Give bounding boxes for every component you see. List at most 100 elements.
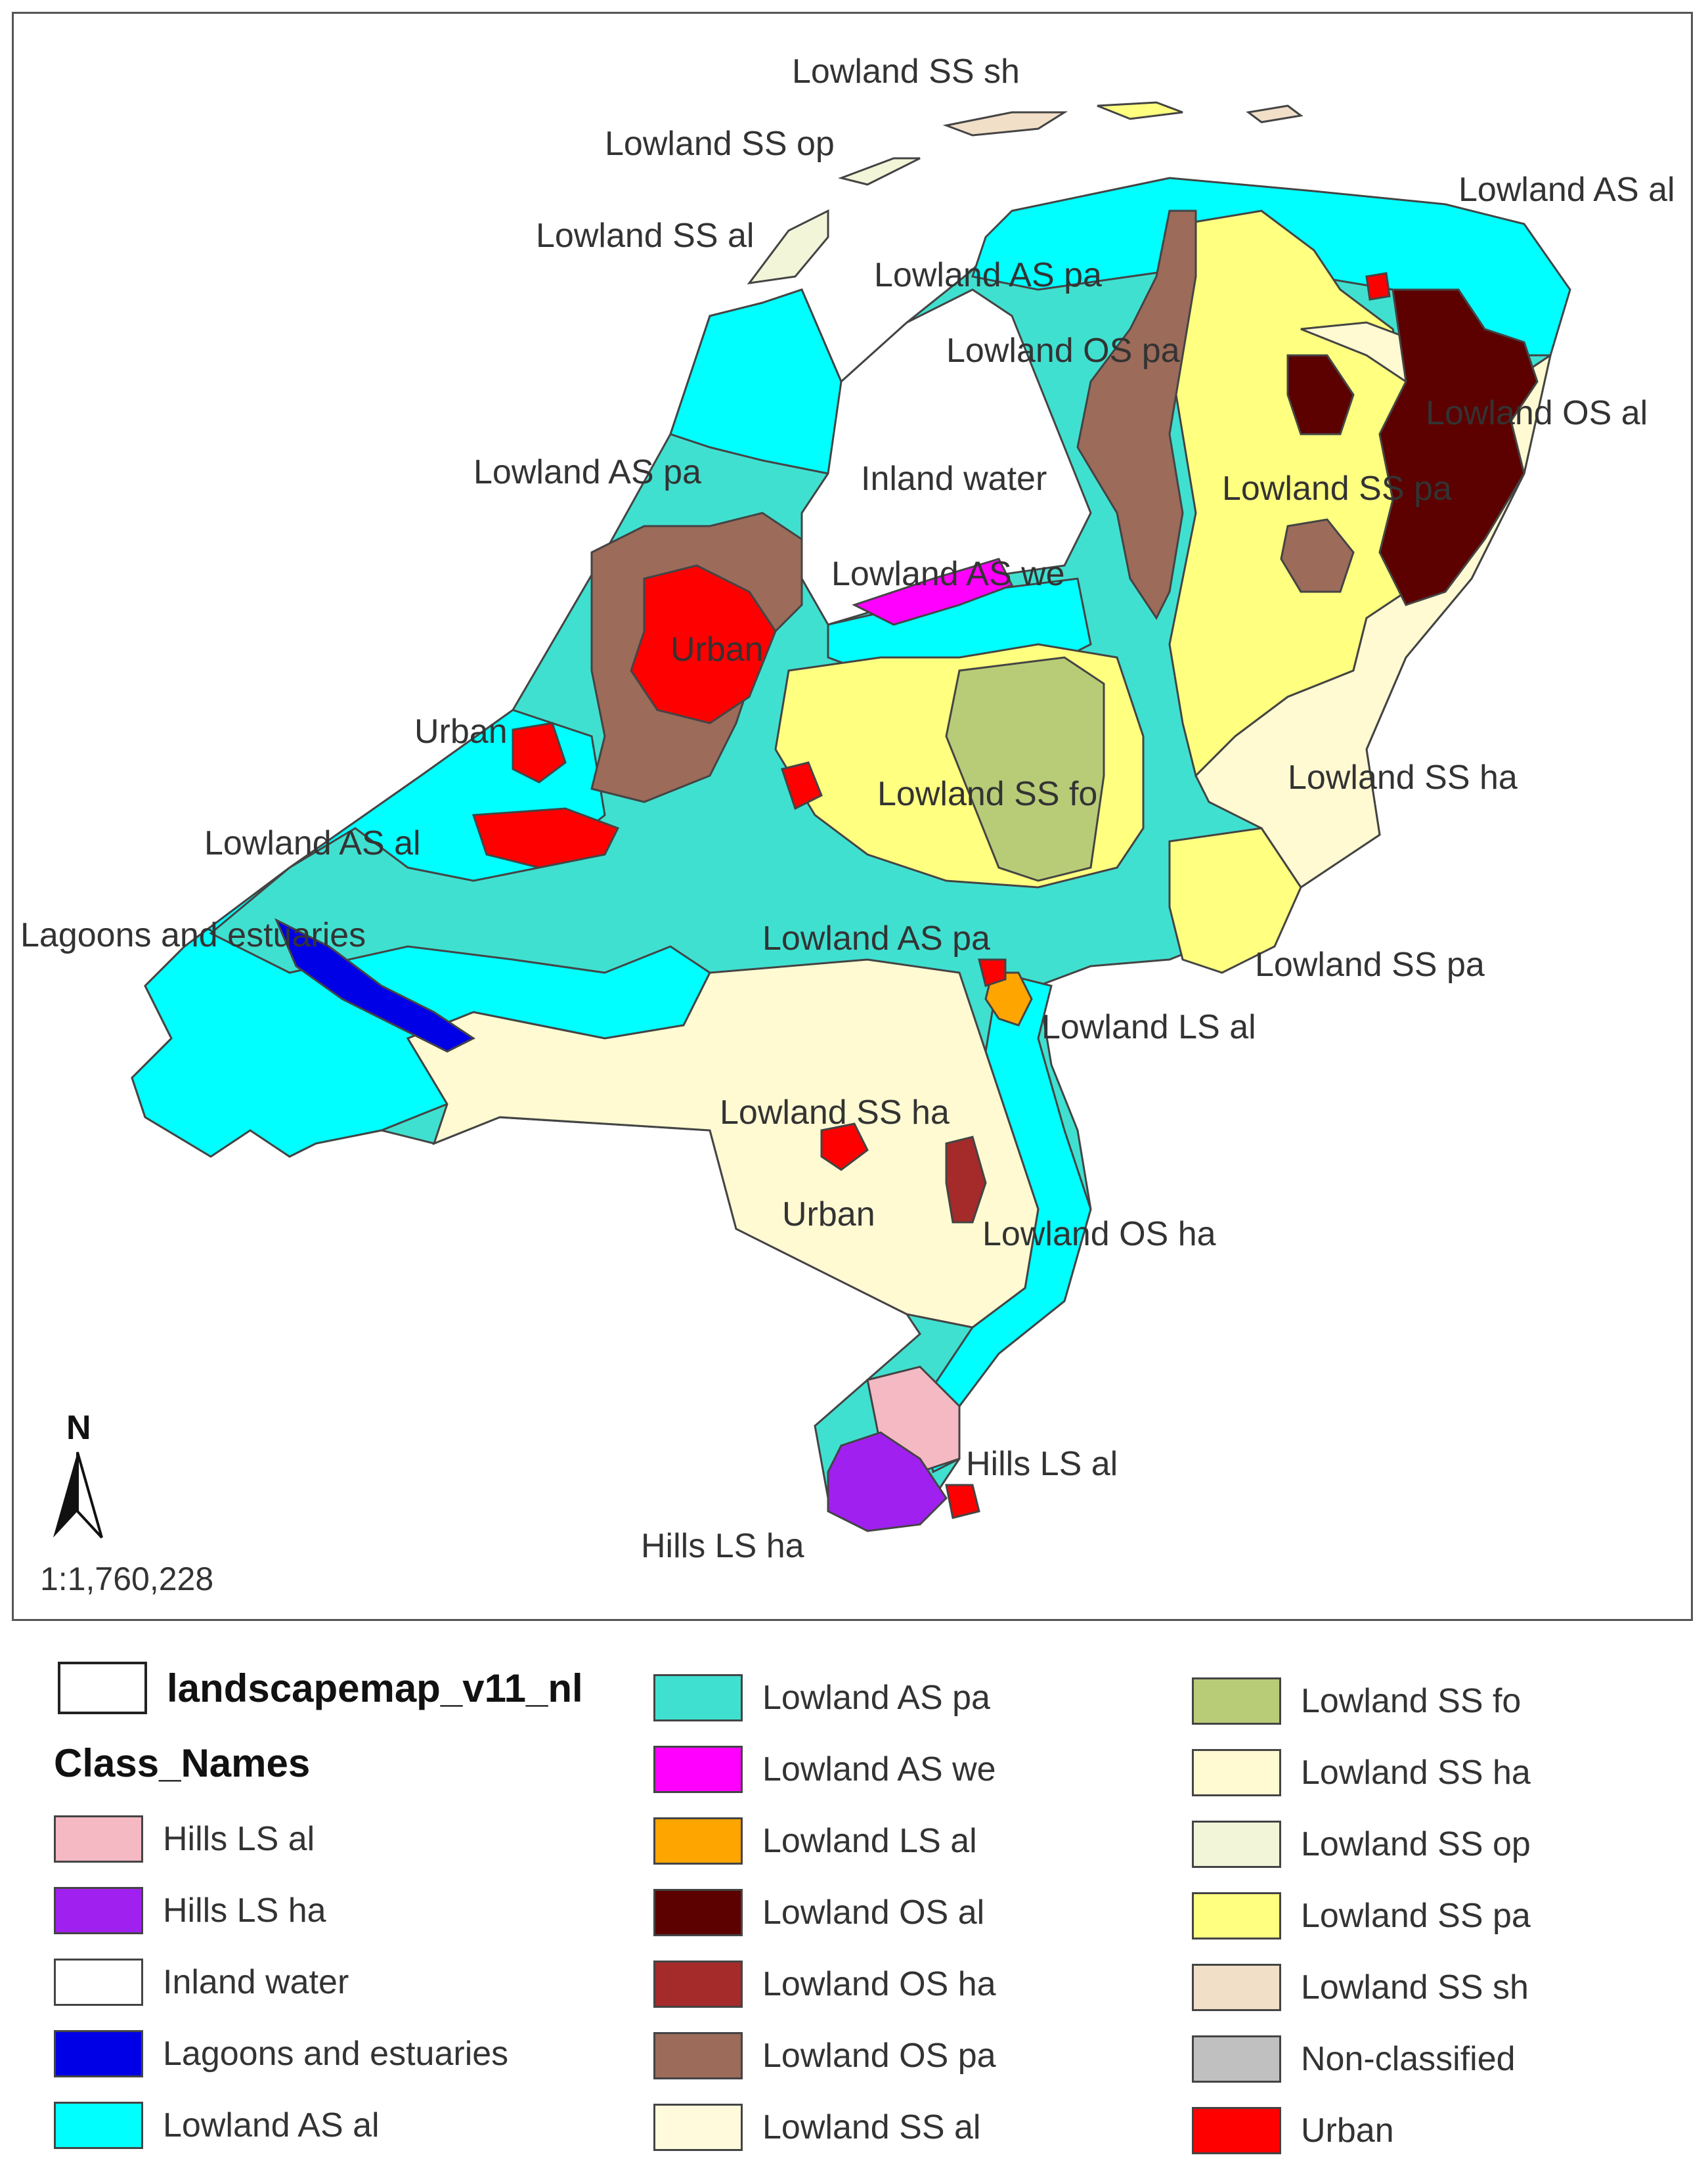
legend-label: Lowland AS we [762,1750,996,1788]
legend-item: Lowland SS pa [1192,1890,1531,1942]
legend-label: Lowland SS pa [1301,1897,1531,1935]
legend-swatch [653,2032,743,2079]
scale-text: 1:1,760,228 [40,1561,213,1597]
legend-layer: landscapemap_v11_nl [58,1662,583,1714]
legend-label: Lowland OS ha [762,1965,996,2003]
island-ameland [1097,101,1183,120]
region-urban-maastricht [945,1484,980,1519]
layer-swatch [58,1662,147,1714]
region-urban-amsterdam [630,564,777,724]
region-urban-nijmegen [978,958,1007,987]
map-label: Lowland AS pa [762,920,990,958]
map-frame: Lowland SS sh Lowland SS op Lowland AS al L… [12,12,1693,1621]
map-label: Lowland SS ha [1288,759,1518,797]
legend-item: Lowland LS al [653,1815,977,1867]
legend-swatch [653,1746,743,1793]
region-lowland-as-we [852,558,1014,626]
legend-item: Lowland AS we [653,1743,996,1796]
region-lowland-ls-al [984,971,1033,1027]
legend-label: Lowland OS pa [762,2037,996,2075]
island-texel [747,209,829,284]
legend-swatch [1192,1964,1281,2011]
map-label: Lowland OS pa [946,332,1180,370]
north-arrow-icon [53,1452,77,1538]
map-label: Lowland AS al [1458,171,1675,209]
island-terschelling [942,111,1068,137]
map-label: Lowland SS al [536,217,754,255]
legend-item: Lagoons and estuaries [54,2028,508,2080]
legend-label: Lowland SS sh [1301,1968,1529,2006]
map-label: Lowland OS ha [982,1215,1216,1253]
legend-item: Hills LS al [54,1813,315,1865]
legend-swatch [1192,1677,1281,1725]
region-lowland-as-al-northholland [669,288,869,475]
legend-swatch [653,2104,743,2151]
map-label: Inland water [861,460,1047,498]
legend-label: Lowland SS al [762,2108,981,2146]
island-schiermonnikoog [1246,104,1303,123]
legend-label: Lagoons and estuaries [163,2035,509,2073]
legend-swatch [1192,1821,1281,1868]
region-lowland-ss-fo [945,656,1105,882]
legend-swatch [1192,2035,1281,2083]
region-hills-ls-ha [827,1431,948,1532]
map-label: Lowland SS fo [877,775,1097,813]
region-lowland-os-pa-east [1280,518,1355,593]
legend-item: Lowland SS al [653,2101,980,2154]
map-label: Lowland AS al [204,824,421,862]
map-label: Lowland SS pa [1222,470,1452,508]
map-label: Lagoons and estuaries [20,916,366,954]
map-label: Lowland AS pa [874,256,1102,294]
legend-label: Lowland SS op [1301,1825,1531,1863]
legend-swatch [1192,1892,1281,1939]
north-label: N [66,1409,91,1447]
legend-swatch [54,1815,143,1863]
region-lowland-os-al-small [1286,354,1355,435]
legend-swatch [653,1889,743,1936]
map-label: Lowland SS sh [792,53,1020,91]
map-label: Lowland SS op [605,125,835,163]
map-label: Urban [414,713,508,751]
region-urban-rotterdam [471,807,620,869]
region-inland-water [800,288,1092,626]
landscape-map: Lowland SS sh Lowland SS op Lowland AS al L… [20,53,1675,1597]
legend-swatch [54,2102,143,2149]
legend: landscapemap_v11_nl Class_Names Hills LS… [0,1642,1708,2172]
legend-item: Urban [1192,2104,1394,2157]
map-label: Urban [782,1195,875,1233]
region-urban-eindhoven [820,1122,869,1171]
legend-label: Inland water [163,1963,349,2001]
region-lagoons-estuaries [274,918,475,1053]
legend-label: Non-classified [1301,2040,1516,2078]
legend-label: Hills LS al [163,1820,315,1858]
legend-item: Lowland OS ha [653,1958,996,2010]
legend-item: Lowland AS al [54,2099,380,2152]
legend-item: Non-classified [1192,2033,1516,2085]
region-urban-groningen [1365,272,1391,301]
map-label: Lowland AS pa [473,453,701,491]
map-label: Lowland SS ha [720,1094,950,1132]
region-lowland-os-pa-north [1076,210,1197,620]
legend-item: Lowland OS pa [653,2029,996,2082]
north-arrow: N [53,1409,103,1539]
legend-label: Lowland LS al [762,1822,977,1860]
legend-item: Hills LS ha [54,1884,326,1937]
map-labels: Lowland SS sh Lowland SS op Lowland AS al L… [20,53,1675,1565]
map-label: Lowland OS al [1426,394,1648,432]
legend-swatch [653,1961,743,2008]
map-label: Lowland LS al [1041,1008,1256,1046]
legend-label: Lowland SS fo [1301,1682,1522,1720]
legend-swatch [653,1674,743,1721]
legend-item: Lowland SS op [1192,1818,1531,1871]
legend-swatch [1192,1749,1281,1796]
island-vlieland [837,157,921,186]
legend-swatch [653,1817,743,1865]
region-lowland-os-ha [945,1136,987,1224]
region-lowland-os-al [1378,288,1539,606]
map-label: Hills LS al [966,1445,1118,1483]
legend-label: Lowland AS pa [762,1679,990,1717]
legend-swatch [54,2030,143,2077]
map-label: Hills LS ha [641,1527,804,1565]
legend-layer-name: landscapemap_v11_nl [167,1666,583,1710]
legend-label: Lowland SS ha [1301,1754,1531,1792]
